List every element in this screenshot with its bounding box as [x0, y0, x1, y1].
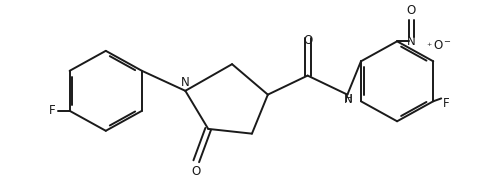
Text: H: H	[345, 94, 352, 104]
Text: O: O	[303, 34, 312, 47]
Text: O: O	[192, 165, 201, 178]
Text: N: N	[181, 76, 190, 89]
Text: F: F	[443, 96, 450, 110]
Text: F: F	[49, 104, 56, 117]
Text: $^+$: $^+$	[425, 41, 433, 51]
Text: N: N	[407, 35, 415, 48]
Text: O: O	[407, 4, 416, 17]
Text: O$^-$: O$^-$	[433, 39, 452, 52]
Text: N: N	[344, 93, 353, 106]
